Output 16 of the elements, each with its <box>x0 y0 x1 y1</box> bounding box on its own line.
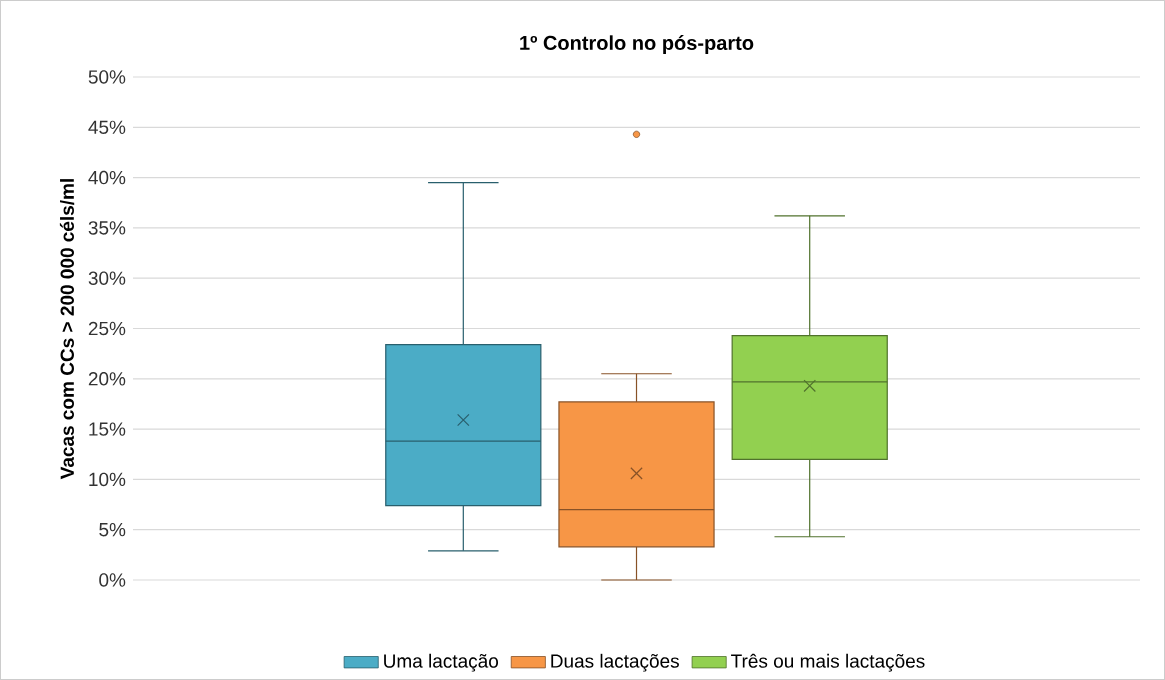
legend-label: Duas lactações <box>551 653 679 672</box>
y-tick-label: 10% <box>89 472 126 487</box>
chart-title: 1º Controlo no pós-parto <box>520 35 754 54</box>
y-tick-label: 5% <box>99 523 126 537</box>
y-tick-label: 15% <box>89 422 126 436</box>
y-tick-label: 0% <box>99 573 126 587</box>
legend-label: Uma lactação <box>384 653 499 672</box>
y-tick-label: 35% <box>88 221 126 235</box>
legend-label: Três ou mais lactações <box>731 653 925 672</box>
y-tick-label: 30% <box>88 271 126 285</box>
y-tick-label: 50% <box>88 70 126 84</box>
y-tick-label: 40% <box>88 170 126 185</box>
y-tick-label: 25% <box>88 321 126 336</box>
y-tick-label: 45% <box>88 120 126 134</box>
y-axis-title: Vacas com CCs > 200 000 céls/ml <box>59 179 75 480</box>
y-tick-label: 20% <box>88 372 126 386</box>
